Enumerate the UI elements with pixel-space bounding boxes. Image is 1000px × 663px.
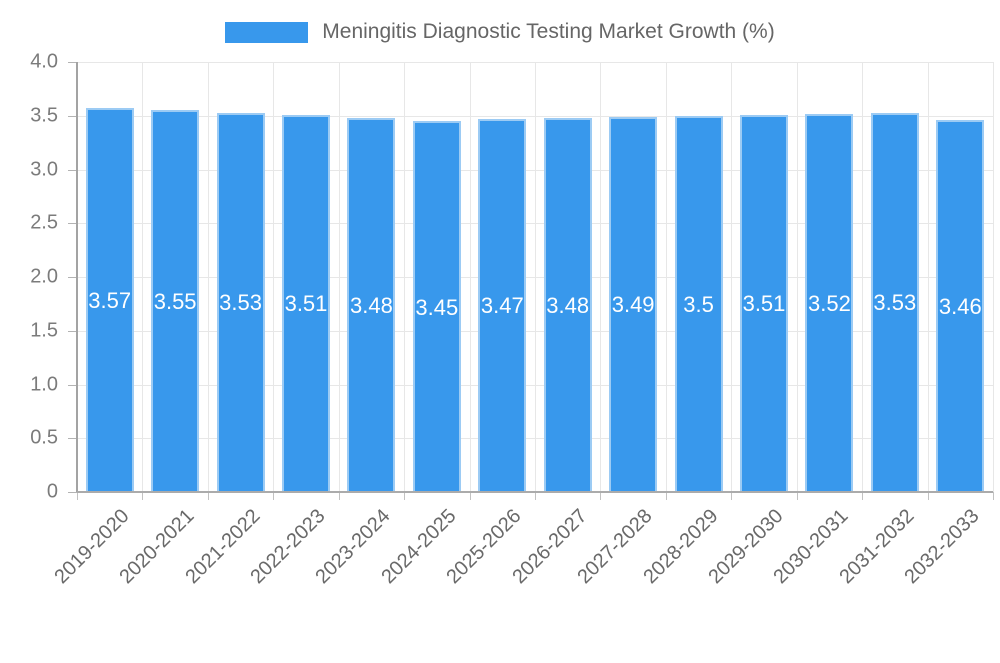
y-axis-tick-label: 0 xyxy=(46,480,58,503)
bar-value-label: 3.51 xyxy=(742,291,786,317)
x-gridline xyxy=(273,62,275,492)
bar-value-label: 3.48 xyxy=(350,292,393,318)
x-gridline xyxy=(404,62,406,492)
x-tick-mark xyxy=(273,492,275,500)
y-axis-tick-label: 3.0 xyxy=(30,158,58,180)
bar-value-label: 3.53 xyxy=(219,290,262,316)
x-tick-mark xyxy=(665,492,667,500)
bar-value-label: 3.47 xyxy=(480,293,524,319)
bar[interactable]: 3.49 xyxy=(609,116,658,492)
x-tick-mark xyxy=(469,492,471,500)
x-tick-mark xyxy=(535,492,536,500)
bar[interactable]: 3.53 xyxy=(216,112,265,492)
bar-value-label: 3.57 xyxy=(88,288,132,314)
x-tick-mark xyxy=(77,492,78,500)
x-gridline xyxy=(469,62,471,492)
y-axis-tick-label: 0.5 xyxy=(30,426,58,449)
bar[interactable]: 3.45 xyxy=(412,121,461,492)
y-axis-tick-label: 1.5 xyxy=(30,319,58,342)
y-axis-tick-label: 2.0 xyxy=(30,265,58,288)
x-gridline xyxy=(796,62,798,492)
y-tick-mark xyxy=(68,330,77,332)
bar[interactable]: 3.48 xyxy=(347,117,396,492)
y-axis-tick-label: 4.0 xyxy=(30,50,58,73)
y-axis-line xyxy=(76,62,78,492)
x-tick-mark xyxy=(600,492,602,500)
chart: Meningitis Diagnostic Testing Market Gro… xyxy=(0,19,1000,589)
x-gridline xyxy=(665,62,667,492)
x-gridline xyxy=(338,62,340,492)
x-gridline xyxy=(142,62,144,492)
x-gridline xyxy=(535,62,536,492)
x-tick-mark xyxy=(731,492,733,500)
x-tick-mark xyxy=(142,492,144,500)
y-axis-tick-label: 2.5 xyxy=(30,211,58,234)
bar[interactable]: 3.48 xyxy=(543,117,592,492)
x-gridline xyxy=(993,62,994,492)
legend-swatch xyxy=(225,21,309,43)
x-gridline xyxy=(862,62,864,492)
y-tick-mark xyxy=(68,384,77,386)
bar-value-label: 3.46 xyxy=(938,294,982,320)
bar-value-label: 3.49 xyxy=(611,292,655,318)
x-gridline xyxy=(731,62,733,492)
bar[interactable]: 3.46 xyxy=(936,120,985,492)
x-axis-line xyxy=(77,491,993,493)
x-gridline xyxy=(600,62,602,492)
x-tick-mark xyxy=(862,492,864,500)
chart-legend[interactable]: Meningitis Diagnostic Testing Market Gro… xyxy=(0,19,1000,45)
bar[interactable]: 3.55 xyxy=(151,110,200,492)
y-tick-mark xyxy=(68,223,77,225)
bar-value-label: 3.5 xyxy=(683,291,714,317)
x-gridline xyxy=(927,62,929,492)
bar-value-label: 3.52 xyxy=(808,290,851,316)
bar-value-label: 3.45 xyxy=(415,294,459,320)
y-tick-mark xyxy=(68,115,77,117)
y-tick-mark xyxy=(68,62,77,63)
x-tick-mark xyxy=(404,492,406,500)
x-tick-mark xyxy=(993,492,994,500)
bar[interactable]: 3.52 xyxy=(805,113,854,492)
plot-area: 3.57 2019-2020 3.55 2020-2021 3.53 2021-2022 3… xyxy=(50,62,994,588)
y-axis-tick-label: 3.5 xyxy=(30,104,58,127)
x-gridline xyxy=(207,62,209,492)
x-tick-mark xyxy=(796,492,798,500)
bar-value-label: 3.51 xyxy=(284,291,328,317)
x-tick-mark xyxy=(927,492,929,500)
legend-label: Meningitis Diagnostic Testing Market Gro… xyxy=(322,20,775,43)
y-tick-mark xyxy=(68,169,77,171)
y-axis-labels: 0 0.5 1.0 1.5 2.0 2.5 3.0 3.5 4.0 xyxy=(0,51,58,503)
y-tick-mark xyxy=(68,492,77,493)
bar[interactable]: 3.53 xyxy=(870,112,919,492)
bar[interactable]: 3.47 xyxy=(478,118,527,492)
bar-value-label: 3.55 xyxy=(153,289,197,315)
y-axis-tick-label: 1.0 xyxy=(30,373,58,395)
bar[interactable]: 3.57 xyxy=(85,108,134,492)
y-tick-mark xyxy=(68,277,77,278)
x-tick-mark xyxy=(207,492,209,500)
x-tick-mark xyxy=(338,492,340,500)
bar[interactable]: 3.5 xyxy=(674,115,723,492)
bar[interactable]: 3.51 xyxy=(740,114,788,492)
bar[interactable]: 3.51 xyxy=(282,114,330,492)
y-tick-mark xyxy=(68,438,77,440)
bar-value-label: 3.53 xyxy=(873,290,917,316)
bar-value-label: 3.48 xyxy=(546,292,590,318)
